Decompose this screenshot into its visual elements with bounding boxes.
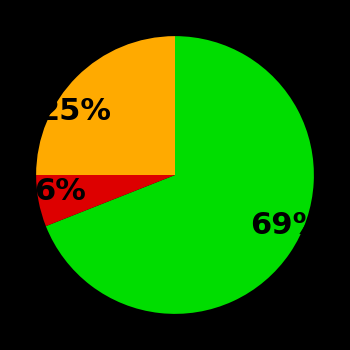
Text: 6%: 6% bbox=[34, 177, 86, 206]
Wedge shape bbox=[36, 36, 175, 175]
Wedge shape bbox=[36, 175, 175, 226]
Text: 25%: 25% bbox=[38, 97, 111, 126]
Text: 69%: 69% bbox=[250, 211, 323, 240]
Wedge shape bbox=[46, 36, 314, 314]
